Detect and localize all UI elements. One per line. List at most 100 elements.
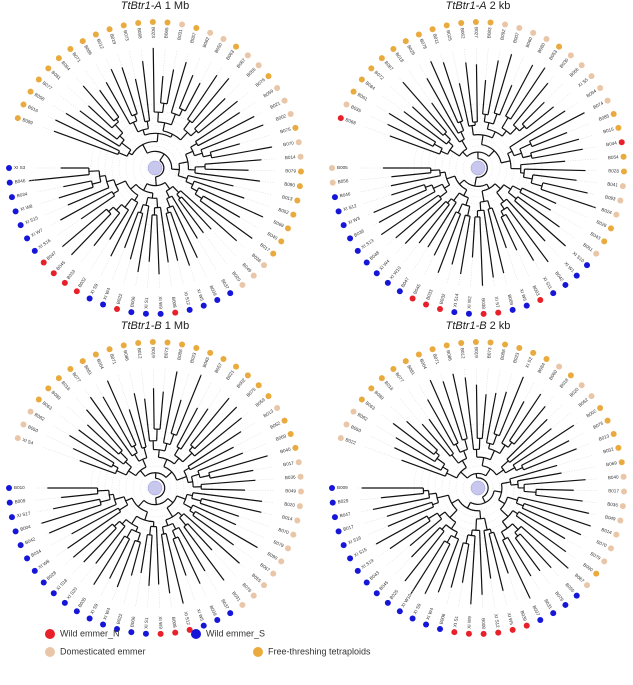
leaf-guide: [90, 239, 110, 270]
branch: [187, 523, 213, 551]
branch-arc: [138, 457, 147, 462]
branch: [145, 197, 149, 206]
branch: [483, 210, 494, 278]
leaf-guide: [180, 372, 190, 400]
branch: [109, 209, 129, 240]
branch: [178, 161, 188, 165]
branch: [465, 62, 474, 123]
branch: [211, 146, 273, 159]
tip-dot: [480, 630, 487, 637]
branch: [529, 112, 585, 142]
tip-label: B014: [285, 154, 297, 160]
tip-label: B004: [20, 524, 32, 532]
leaf-guide: [544, 83, 564, 103]
tip-label: B031: [231, 591, 242, 603]
branch: [161, 526, 165, 535]
tip-dot: [601, 558, 608, 565]
leaf-guide: [245, 489, 275, 492]
branch: [532, 174, 577, 181]
branch: [187, 74, 218, 120]
tip-label: B029: [337, 498, 349, 504]
tip-dot: [172, 629, 179, 636]
tip-label: B089: [22, 117, 34, 126]
tip-label: B023: [512, 352, 520, 364]
branch: [500, 216, 518, 251]
tip-dot: [487, 339, 494, 346]
branch-arc: [194, 128, 199, 134]
tip-label: XI W9: [158, 296, 163, 309]
tip-label: XI S16: [347, 535, 362, 545]
tip-dot: [220, 356, 227, 363]
tip-label: XI W8: [20, 203, 34, 212]
tip-dot: [331, 194, 338, 201]
branch: [502, 539, 531, 599]
branch-arc: [162, 522, 174, 528]
tip-label: XI S2: [524, 356, 533, 369]
tip-label: B052: [278, 207, 290, 215]
leaf-guide: [140, 48, 143, 62]
branch: [428, 492, 437, 495]
branch: [481, 457, 485, 466]
tip-dot: [578, 382, 585, 389]
tip-label: B022: [345, 437, 357, 446]
branch: [424, 543, 451, 594]
branch: [79, 110, 118, 140]
tip-dot: [567, 52, 574, 59]
leaf-guide: [242, 443, 267, 454]
tip-label: B059: [255, 397, 267, 408]
branch: [197, 452, 244, 472]
leaf-guide: [197, 381, 212, 409]
tip-dot: [284, 225, 291, 232]
tip-label: B061: [357, 92, 369, 102]
leaf-guide: [551, 412, 572, 429]
leaf-guide: [123, 575, 132, 604]
tip-dot: [556, 363, 563, 370]
branch: [450, 542, 464, 588]
tip-label: B003: [532, 285, 541, 297]
branch: [52, 498, 100, 510]
tip-label: B021: [225, 369, 235, 381]
tip-dot: [358, 396, 365, 403]
tip-dot: [415, 351, 422, 358]
branch: [115, 204, 123, 211]
branch: [170, 211, 191, 266]
branch: [41, 504, 102, 524]
branch: [439, 171, 446, 174]
branch: [439, 191, 448, 198]
tip-dot: [20, 421, 27, 428]
branch: [167, 498, 174, 504]
tip-label: B037: [532, 605, 541, 617]
tip-dot: [550, 290, 557, 297]
branch: [487, 60, 499, 115]
branch: [493, 391, 507, 434]
branch: [67, 187, 110, 206]
leaf-guide: [129, 370, 135, 394]
tip-label: B039: [519, 610, 527, 622]
tip-dot: [61, 599, 68, 606]
tip-dot: [8, 514, 15, 521]
branch: [375, 515, 428, 545]
leaf-guide: [591, 206, 597, 209]
tip-label: B085: [598, 113, 610, 122]
tip-dot: [149, 19, 156, 26]
leaf-guide: [261, 512, 273, 515]
branch-arc: [465, 214, 471, 217]
branch: [160, 534, 171, 594]
tip-label: XI S9: [89, 602, 99, 615]
branch: [194, 193, 203, 199]
branch: [72, 447, 112, 468]
branch: [507, 442, 513, 448]
branch: [194, 172, 261, 182]
tip-dot: [495, 309, 502, 316]
tip-dot: [588, 73, 595, 80]
guide-ring: [97, 430, 213, 546]
leaf-guide: [237, 92, 249, 102]
leaf-guide: [147, 585, 150, 608]
branch: [409, 518, 442, 547]
tip-dot: [610, 111, 617, 118]
tip-dot: [31, 247, 38, 254]
tip-dot: [415, 31, 422, 38]
branch: [418, 204, 450, 244]
branch: [522, 507, 582, 536]
leaf-guide: [507, 573, 519, 602]
